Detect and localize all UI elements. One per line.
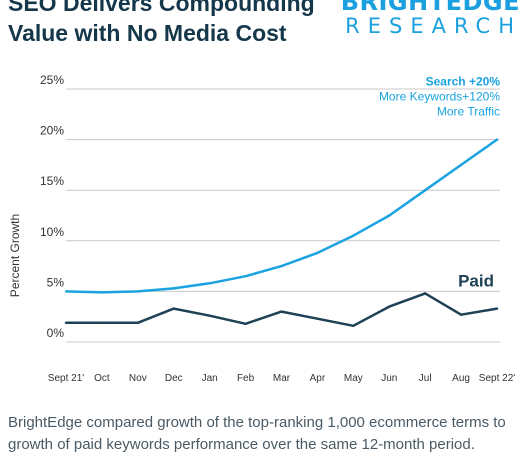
search-annotation-growth: Search +20% bbox=[426, 75, 501, 89]
y-tick-label: 10% bbox=[40, 225, 64, 239]
chart-title: SEO Delivers Compounding Value with No M… bbox=[8, 0, 315, 46]
point-search bbox=[64, 290, 68, 293]
x-tick-label: Aug bbox=[452, 373, 470, 384]
x-tick-label: Sept 21' bbox=[48, 373, 84, 384]
search-annotation-traffic: More Traffic bbox=[437, 105, 500, 119]
point-search bbox=[244, 275, 247, 278]
brightedge-logo-wordmark: BRIGHTEDGE bbox=[340, 0, 520, 16]
y-tick-label: 15% bbox=[40, 174, 64, 188]
point-search bbox=[459, 163, 463, 167]
point-paid bbox=[352, 324, 355, 328]
point-search bbox=[388, 214, 391, 217]
y-tick-label: 25% bbox=[40, 73, 64, 87]
point-search bbox=[423, 189, 427, 192]
point-search bbox=[316, 251, 319, 255]
grid-lines bbox=[66, 88, 500, 343]
point-paid bbox=[280, 310, 283, 313]
point-search bbox=[495, 138, 499, 141]
x-axis-ticks: Sept 21' Oct Nov Dec Jan Feb Mar Apr May Jun Jul Au… bbox=[48, 373, 515, 384]
x-tick-label: May bbox=[344, 373, 363, 384]
series-point-markers bbox=[64, 138, 499, 328]
point-search bbox=[172, 287, 175, 290]
x-tick-label: Dec bbox=[165, 373, 183, 384]
x-tick-label: Jul bbox=[419, 373, 432, 384]
x-tick-label: Jun bbox=[381, 373, 397, 384]
point-search bbox=[136, 290, 140, 293]
point-paid bbox=[136, 321, 140, 324]
y-tick-label: 0% bbox=[47, 326, 65, 340]
search-annotation-keywords: More Keywords+120% bbox=[379, 90, 500, 104]
point-paid bbox=[495, 307, 499, 310]
point-paid bbox=[64, 321, 68, 324]
chart-caption: BrightEdge compared growth of the top-ra… bbox=[8, 414, 506, 453]
y-tick-label: 5% bbox=[47, 275, 65, 289]
point-search bbox=[352, 234, 355, 237]
y-tick-label: 20% bbox=[40, 124, 64, 138]
paid-series-label: Paid bbox=[458, 272, 494, 291]
point-search bbox=[280, 264, 283, 268]
point-paid bbox=[423, 292, 427, 295]
search-series-line bbox=[65, 138, 498, 294]
x-tick-label: Feb bbox=[237, 373, 255, 384]
point-paid bbox=[244, 322, 247, 325]
point-paid bbox=[388, 305, 391, 308]
point-paid bbox=[100, 321, 104, 324]
x-tick-label: Nov bbox=[129, 373, 147, 384]
y-axis-label: Percent Growth bbox=[8, 214, 22, 297]
point-paid bbox=[172, 307, 175, 310]
point-paid bbox=[316, 317, 319, 320]
growth-line-chart: 0% 5% 10% 15% 20% 25% Sept 21' Oct Nov Dec Jan Feb… bbox=[8, 73, 515, 384]
research-logo-wordmark: RESEARCH bbox=[345, 14, 522, 38]
point-search bbox=[208, 282, 211, 285]
x-tick-label: Mar bbox=[273, 373, 291, 384]
x-tick-label: Apr bbox=[310, 373, 326, 384]
x-tick-label: Sept 22' bbox=[479, 373, 515, 384]
point-search bbox=[100, 291, 104, 294]
point-paid bbox=[459, 313, 463, 316]
x-tick-label: Oct bbox=[94, 373, 110, 384]
y-axis-ticks: 0% 5% 10% 15% 20% 25% bbox=[40, 73, 64, 340]
point-paid bbox=[208, 314, 211, 317]
x-tick-label: Jan bbox=[202, 373, 218, 384]
paid-series-line bbox=[66, 292, 498, 328]
